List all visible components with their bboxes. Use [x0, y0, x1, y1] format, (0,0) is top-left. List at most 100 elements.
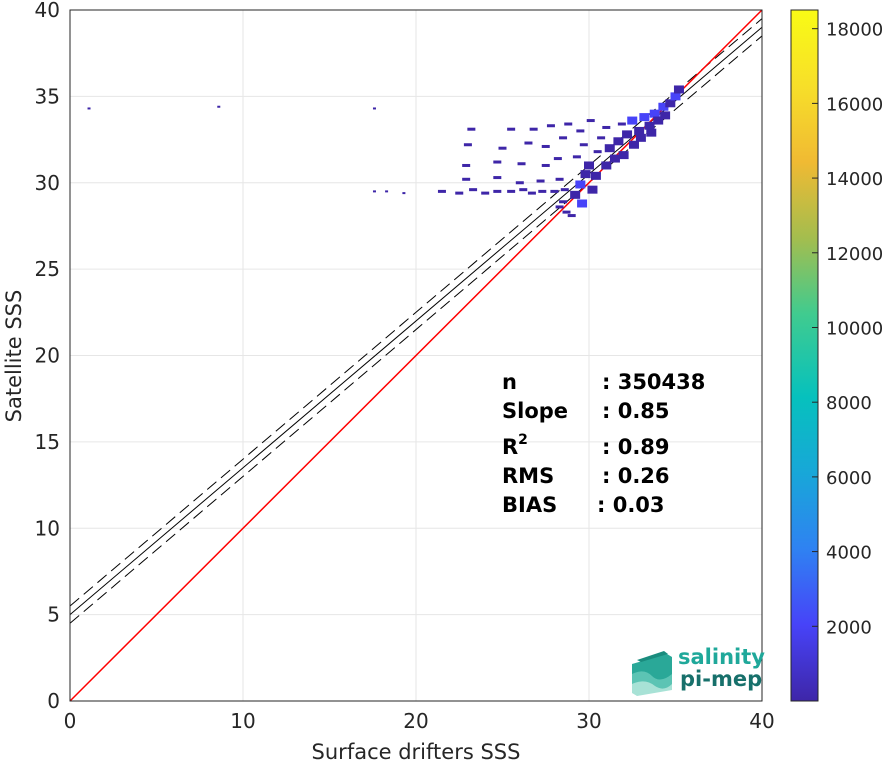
density-point: [467, 127, 476, 131]
y-tick-label: 40: [35, 0, 60, 22]
density-point: [580, 170, 591, 179]
density-point: [665, 99, 676, 108]
density-point: [493, 160, 502, 164]
stat-slope-label: Slope: [502, 399, 568, 423]
density-point: [217, 105, 221, 108]
density-point: [455, 191, 464, 195]
colorbar-tick-labels: 2000 4000 6000 8000 10000 12000 14000 16000 1800…: [812, 20, 883, 638]
density-point: [546, 124, 555, 128]
density-point: [644, 121, 655, 130]
y-tick-label: 10: [35, 516, 60, 540]
density-point: [613, 137, 624, 146]
density-point: [587, 185, 598, 194]
colorbar-tick-label: 2000: [826, 617, 872, 638]
density-point: [586, 119, 595, 123]
density-point: [572, 155, 581, 159]
density-point: [498, 146, 507, 150]
density-point: [555, 177, 564, 181]
density-point: [493, 176, 502, 180]
colorbar-tick-label: 4000: [826, 543, 872, 564]
stat-slope-value: : 0.85: [602, 399, 670, 423]
density-point: [462, 163, 471, 167]
density-point: [559, 200, 568, 204]
waves-logo-icon: [632, 651, 672, 696]
logo-text-pimep: pi-mep: [680, 667, 762, 691]
y-tick-label: 15: [35, 430, 60, 454]
density-point: [604, 144, 615, 153]
density-point: [469, 188, 478, 192]
stat-n-value: : 350438: [602, 370, 705, 394]
stat-rms-label: RMS: [502, 464, 554, 488]
density-point: [627, 116, 638, 125]
density-point: [593, 150, 602, 154]
x-tick-label: 30: [576, 709, 601, 733]
x-tick-label: 40: [749, 709, 774, 733]
plot-frame: [69, 9, 763, 702]
y-tick-label: 30: [35, 171, 60, 195]
density-point: [590, 171, 601, 180]
stat-r2-superscript: 2: [518, 432, 528, 448]
density-point: [553, 157, 562, 161]
density-point: [576, 129, 585, 133]
density-point: [517, 162, 526, 166]
density-point: [618, 151, 629, 160]
density-point: [536, 179, 545, 183]
x-tick-labels: 0 10 20 30 40: [64, 709, 775, 733]
colorbar-tick-label: 6000: [826, 468, 872, 489]
density-point: [579, 143, 588, 147]
density-point: [622, 130, 633, 139]
density-point: [653, 116, 664, 125]
x-tick-label: 10: [230, 709, 255, 733]
density-point: [560, 188, 569, 192]
density-point: [541, 144, 550, 148]
density-point: [577, 199, 588, 208]
density-point: [372, 107, 376, 110]
density-point: [524, 141, 533, 145]
density-point: [634, 126, 645, 135]
colorbar-tick-label: 16000: [826, 94, 883, 115]
y-tick-labels: 0 5 10 15 20 25 30 35 40: [35, 0, 60, 713]
density-point: [628, 140, 639, 149]
density-point: [493, 189, 502, 193]
density-point: [519, 188, 528, 192]
stat-rms-value: : 0.26: [602, 464, 670, 488]
density-point: [670, 92, 681, 101]
density-point: [372, 190, 376, 193]
x-tick-label: 0: [64, 709, 77, 733]
density-point: [660, 111, 671, 120]
density-point: [507, 127, 516, 131]
density-point: [601, 161, 612, 170]
colorbar-tick-label: 10000: [826, 318, 883, 339]
density-point: [555, 205, 564, 209]
density-point: [527, 191, 536, 195]
density-point: [437, 189, 446, 193]
density-point: [515, 181, 524, 185]
density-point: [649, 109, 660, 118]
salinity-pimep-logo: salinity pi-mep: [632, 645, 765, 696]
density-point: [609, 154, 620, 163]
density-point: [385, 190, 389, 193]
stat-r2-value: : 0.89: [602, 435, 670, 459]
density-point: [639, 113, 650, 122]
density-point: [538, 189, 547, 193]
density-point: [673, 85, 684, 94]
density-point: [564, 122, 573, 126]
density-point: [541, 163, 550, 167]
density-point: [570, 190, 581, 199]
density-point: [602, 125, 611, 129]
density-point: [559, 136, 568, 140]
density-point: [462, 177, 471, 181]
colorbar-tick-label: 14000: [826, 169, 883, 190]
density-point: [529, 127, 538, 131]
stat-bias-label: BIAS: [502, 493, 557, 517]
stat-r2-label: R2: [502, 432, 528, 459]
density-point: [567, 214, 576, 218]
y-tick-label: 0: [47, 689, 60, 713]
density-point: [575, 180, 586, 189]
density-point: [550, 189, 559, 193]
logo-text-salinity: salinity: [678, 645, 765, 669]
density-point: [463, 143, 472, 147]
colorbar-tick-label: 12000: [826, 244, 883, 265]
density-point: [617, 122, 626, 126]
